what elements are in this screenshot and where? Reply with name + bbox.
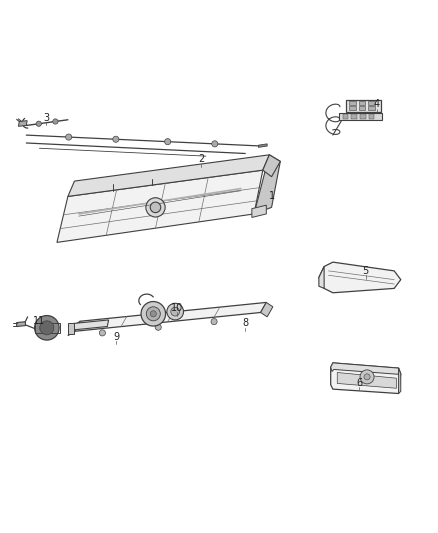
Text: 11: 11: [33, 316, 46, 326]
Circle shape: [141, 302, 166, 326]
Circle shape: [150, 202, 161, 213]
Polygon shape: [360, 114, 366, 119]
Polygon shape: [368, 106, 375, 110]
Polygon shape: [72, 320, 109, 330]
Circle shape: [211, 319, 217, 325]
Circle shape: [35, 316, 59, 340]
Circle shape: [99, 330, 106, 336]
Polygon shape: [254, 155, 280, 214]
Polygon shape: [263, 155, 280, 177]
Circle shape: [360, 370, 374, 384]
Polygon shape: [346, 100, 381, 112]
Circle shape: [212, 141, 218, 147]
Polygon shape: [399, 368, 401, 393]
Polygon shape: [261, 302, 273, 317]
Text: 9: 9: [113, 332, 119, 342]
Polygon shape: [17, 322, 25, 327]
Circle shape: [171, 307, 180, 316]
Polygon shape: [369, 114, 374, 119]
Polygon shape: [68, 324, 74, 334]
Polygon shape: [57, 170, 263, 243]
Polygon shape: [331, 363, 401, 393]
Circle shape: [146, 307, 160, 321]
Polygon shape: [343, 114, 348, 119]
Text: 8: 8: [242, 318, 248, 328]
Text: 10: 10: [171, 303, 184, 313]
Polygon shape: [359, 106, 365, 110]
Polygon shape: [319, 262, 401, 293]
Circle shape: [53, 119, 58, 124]
Polygon shape: [359, 101, 365, 105]
Circle shape: [165, 139, 171, 145]
Text: 4: 4: [374, 100, 380, 109]
Polygon shape: [258, 144, 267, 147]
Text: 1: 1: [268, 191, 275, 201]
Polygon shape: [337, 373, 396, 388]
Polygon shape: [331, 363, 399, 374]
Polygon shape: [319, 266, 324, 288]
Text: 2: 2: [198, 154, 205, 164]
Circle shape: [167, 303, 184, 320]
Polygon shape: [349, 106, 356, 110]
Polygon shape: [252, 205, 266, 217]
Circle shape: [66, 134, 72, 140]
Polygon shape: [368, 101, 375, 105]
Text: 5: 5: [363, 266, 369, 276]
Polygon shape: [68, 321, 80, 336]
Polygon shape: [18, 120, 27, 126]
Circle shape: [40, 321, 54, 335]
Polygon shape: [351, 114, 357, 119]
Text: 6: 6: [356, 377, 362, 387]
Circle shape: [146, 198, 165, 217]
Circle shape: [155, 324, 161, 330]
Circle shape: [364, 374, 370, 380]
Circle shape: [36, 121, 41, 126]
Polygon shape: [349, 101, 356, 105]
Polygon shape: [68, 155, 269, 197]
Circle shape: [150, 311, 156, 317]
Polygon shape: [339, 113, 382, 120]
Polygon shape: [74, 302, 266, 332]
Circle shape: [113, 136, 119, 142]
Text: 3: 3: [43, 112, 49, 123]
